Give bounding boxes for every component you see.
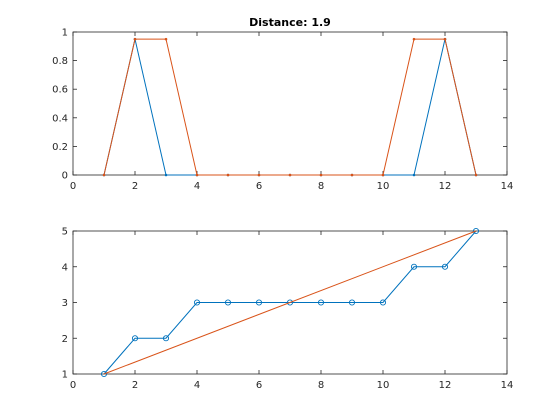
bottom-series-1-point <box>472 227 480 235</box>
bottom-y-tick-label: 1 <box>62 370 68 381</box>
bottom-x-tick-label: 8 <box>318 380 324 391</box>
top-plot-area <box>72 31 508 176</box>
top-series-2-point <box>257 173 261 177</box>
top-x-tick-label: 4 <box>194 181 200 192</box>
bottom-series-1-point <box>162 335 170 342</box>
bottom-series-1-point <box>441 263 449 270</box>
top-plot: Distance: 1.9 0 2 4 6 8 10 12 14 0 0.2 0.4 0.6 0.8 1 <box>52 16 513 192</box>
top-series-1-point <box>412 173 416 177</box>
top-x-tick-label: 8 <box>318 181 324 192</box>
top-y-tick-label: 0.8 <box>52 56 68 67</box>
bottom-y-tick-label: 3 <box>62 298 68 309</box>
top-x-tick-label: 10 <box>377 181 390 192</box>
bottom-x-tick-label: 6 <box>256 380 262 391</box>
top-y-tick-label: 0.4 <box>52 113 68 124</box>
bottom-series-2-line <box>103 230 477 375</box>
bottom-series-1-point <box>379 299 387 306</box>
bottom-x-tick-label: 12 <box>439 380 452 391</box>
bottom-x-tick-label: 0 <box>70 380 76 391</box>
bottom-y-tick-label: 4 <box>62 262 68 273</box>
top-series-2-point <box>350 173 354 177</box>
top-series-2-point <box>412 37 416 41</box>
bottom-series-1-point <box>193 299 201 306</box>
bottom-series-1-point <box>410 263 418 270</box>
bottom-x-tick-label: 4 <box>194 380 200 391</box>
top-series-2-point <box>381 173 385 177</box>
bottom-y-tick-label: 5 <box>62 227 68 238</box>
bottom-series-1-point <box>348 299 356 306</box>
bottom-series-1-point <box>317 299 325 306</box>
top-x-tick-label: 2 <box>132 181 138 192</box>
top-x-tick-label: 0 <box>70 181 76 192</box>
top-series-2-point <box>319 173 323 177</box>
bottom-plot-series <box>100 227 480 378</box>
top-plot-series <box>102 37 478 177</box>
top-series-2-point <box>164 37 168 41</box>
top-series-2-point <box>474 173 478 177</box>
bottom-x-tick-label: 2 <box>132 380 138 391</box>
bottom-x-tick-label: 14 <box>501 380 514 391</box>
bottom-series-1-point <box>255 299 263 306</box>
top-y-tick-label: 0 <box>62 171 68 182</box>
top-series-2-point <box>226 173 230 177</box>
bottom-y-tick-label: 2 <box>62 334 68 345</box>
bottom-series-1-point <box>224 299 232 306</box>
top-series-2-point <box>195 173 199 177</box>
top-series-2-point <box>102 173 106 177</box>
top-series-2-point <box>133 37 137 41</box>
top-y-tick-label: 0.2 <box>52 142 68 153</box>
top-x-tick-label: 14 <box>501 181 514 192</box>
bottom-series-1-point <box>131 335 139 342</box>
top-series-2-point <box>443 37 447 41</box>
top-x-tick-label: 6 <box>256 181 262 192</box>
bottom-x-tick-label: 10 <box>377 380 390 391</box>
top-series-1-point <box>164 173 168 177</box>
chart-title: Distance: 1.9 <box>249 16 331 29</box>
bottom-series-1-point <box>286 299 294 306</box>
top-series-2-point <box>288 173 292 177</box>
top-y-tick-label: 0.6 <box>52 85 68 96</box>
top-y-tick-label: 1 <box>62 28 68 39</box>
top-x-tick-label: 12 <box>439 181 452 192</box>
bottom-series-1-point <box>100 370 108 378</box>
